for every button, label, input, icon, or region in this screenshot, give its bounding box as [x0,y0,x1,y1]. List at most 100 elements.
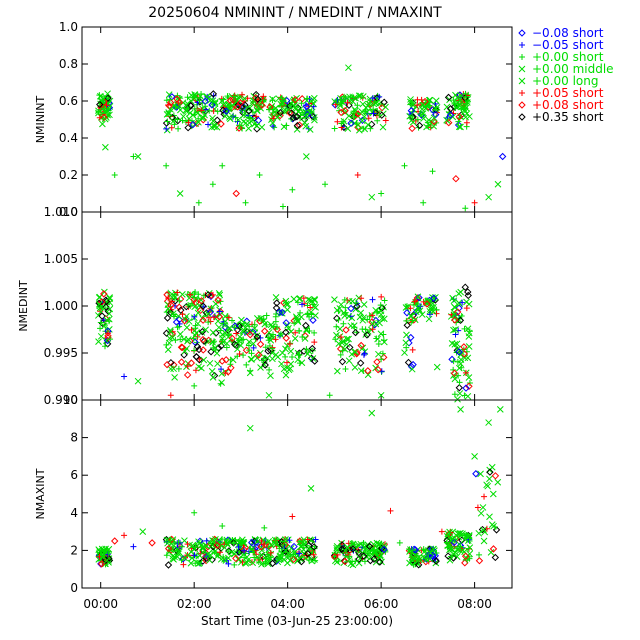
data-point [352,558,359,565]
data-point [454,358,461,365]
data-point [183,101,190,109]
data-point [239,538,246,545]
x-tick-label: 02:00 [177,597,212,611]
data-point [102,297,111,306]
data-point [244,556,252,564]
data-point [309,549,316,556]
data-point [419,111,426,118]
data-point [292,329,299,336]
data-point [169,536,177,543]
data-point [253,333,261,341]
data-point [191,111,198,118]
data-point [163,126,171,134]
data-point [238,316,245,324]
data-point [272,294,280,301]
data-point [171,297,179,305]
data-point [257,543,265,551]
data-point [184,541,191,548]
data-point [331,296,338,303]
data-point [269,345,276,352]
data-point [275,556,283,564]
data-point [369,326,376,333]
data-point [382,103,389,111]
data-point [373,358,381,366]
data-point [378,293,385,300]
data-point [444,552,452,560]
y-tick-label: 0.4 [59,131,78,145]
data-point [224,541,232,549]
data-point [97,560,105,568]
data-point [254,116,263,125]
data-point [403,317,410,324]
data-point [103,316,111,324]
data-point [177,358,186,366]
data-point [271,536,279,544]
data-point [190,94,197,101]
data-point [163,111,171,118]
data-point [261,524,268,531]
data-point [403,344,410,351]
data-point [491,472,500,480]
data-point [134,153,142,160]
data-point [180,317,189,325]
data-point [225,314,232,321]
data-point [429,308,437,315]
data-point [312,312,319,319]
data-point [180,335,188,343]
data-point [164,561,173,569]
data-point [245,107,253,115]
data-point [418,311,426,318]
data-point [202,103,209,110]
data-point [359,344,367,352]
data-point [494,478,502,486]
data-point [272,313,279,320]
data-point [210,314,217,321]
data-point [164,118,171,125]
data-point [203,537,210,544]
data-point [345,357,353,365]
data-point [414,293,422,301]
data-point [372,320,380,328]
data-point [229,317,236,324]
data-point [462,384,470,392]
data-point [414,304,422,312]
data-point [461,552,470,561]
data-point [377,391,385,399]
data-point [192,367,199,374]
data-point [456,379,463,386]
data-point [218,97,226,105]
data-point [191,347,198,354]
data-point [231,322,239,330]
data-point [178,557,185,564]
y-tick-label: 0.990 [44,393,78,407]
data-point [465,553,472,560]
data-point [374,365,382,374]
data-point [242,346,251,354]
data-point [304,549,312,558]
data-point [176,297,183,304]
y-tick-label: 1.010 [44,205,78,219]
data-point [461,283,469,291]
data-point [402,339,410,347]
data-point [456,316,465,325]
data-point [247,367,254,374]
data-point [453,340,461,348]
data-point [218,366,225,373]
data-point [380,545,388,554]
data-point [264,347,272,355]
data-point [422,105,430,112]
data-point [335,316,342,323]
data-point [457,360,465,368]
data-point [246,104,254,112]
data-point [375,350,382,358]
legend-label: +0.00 middle [532,62,614,76]
data-point [456,541,463,548]
data-point [216,308,223,315]
data-point [432,97,440,105]
data-point [252,543,260,551]
data-point [353,120,360,127]
data-point [287,328,295,335]
data-point [211,123,218,131]
data-point [294,349,302,357]
data-point [270,115,277,122]
